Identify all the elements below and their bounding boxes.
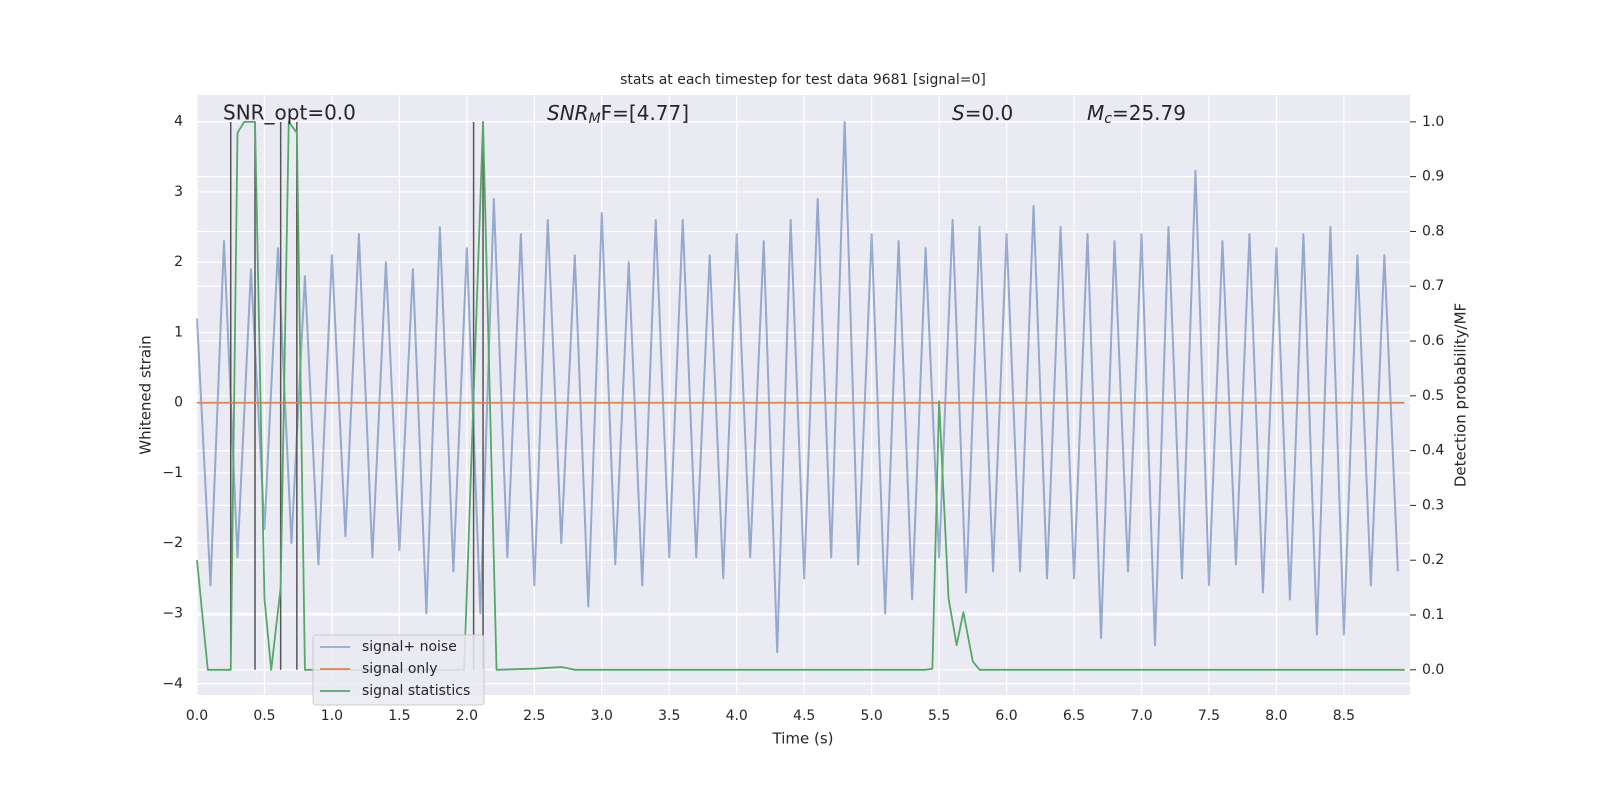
y2-tick-label: 0.3 [1422, 497, 1444, 513]
y2-tick-label: 0.6 [1422, 333, 1444, 349]
x-tick-label: 7.0 [1130, 708, 1152, 724]
annotation: SNR_opt=0.0 [223, 101, 356, 125]
x-tick-label: 5.5 [928, 708, 950, 724]
series-line [196, 120, 1405, 671]
y2-tick-label: 0.2 [1422, 552, 1444, 568]
annotation-rest: =25.79 [1112, 101, 1186, 125]
x-tick-label: 6.5 [1063, 708, 1085, 724]
series-line [196, 120, 1399, 654]
y2-tick-label: 0.5 [1422, 388, 1444, 404]
x-tick-label: 8.0 [1265, 708, 1287, 724]
y-tick-label: 4 [174, 114, 183, 130]
y-tick-label: 0 [174, 395, 183, 411]
y2-axis-label: Detection probability/MF [1452, 303, 1470, 487]
chart-title: stats at each timestep for test data 968… [620, 72, 986, 88]
y-axis-label: Whitened strain [137, 335, 155, 454]
legend-box [312, 634, 485, 706]
x-tick-label: 4.0 [726, 708, 748, 724]
x-tick-label: 3.5 [658, 708, 680, 724]
legend-label: signal+ noise [362, 639, 457, 655]
annotation-base: S [952, 101, 965, 125]
y-tick-label: −1 [162, 465, 183, 481]
x-tick-label: 4.5 [793, 708, 815, 724]
x-tick-label: 7.5 [1198, 708, 1220, 724]
legend-label: signal only [362, 661, 437, 677]
x-tick-label: 2.0 [456, 708, 478, 724]
annotation: SNRMF=[4.77] [547, 101, 689, 128]
y2-tick-label: 0.7 [1422, 278, 1444, 294]
y-tick-label: −3 [162, 606, 183, 622]
x-tick-label: 2.5 [523, 708, 545, 724]
legend-label: signal statistics [362, 683, 470, 699]
y2-tick-label: 1.0 [1422, 114, 1444, 130]
y2-tick-label: 0.0 [1422, 662, 1444, 678]
y-tick-label: 1 [174, 324, 183, 340]
x-tick-label: 0.0 [186, 708, 208, 724]
annotation: S=0.0 [952, 101, 1013, 125]
x-tick-label: 8.5 [1333, 708, 1355, 724]
annotation: Mc=25.79 [1087, 101, 1186, 128]
y-tick-label: 2 [174, 254, 183, 270]
x-tick-label: 3.0 [591, 708, 613, 724]
x-tick-label: 5.0 [861, 708, 883, 724]
x-tick-label: 6.0 [995, 708, 1017, 724]
x-tick-label: 0.5 [253, 708, 275, 724]
y2-tick-label: 0.9 [1422, 169, 1444, 185]
y2-tick-label: 0.4 [1422, 443, 1444, 459]
annotation-sub: c [1104, 111, 1112, 127]
annotation-rest: =0.0 [965, 101, 1014, 125]
x-axis-label: Time (s) [772, 730, 834, 748]
x-tick-label: 1.5 [388, 708, 410, 724]
x-tick-label: 1.0 [321, 708, 343, 724]
y-tick-label: −2 [162, 535, 183, 551]
y-tick-label: 3 [174, 184, 183, 200]
annotation-sub: M [589, 111, 601, 127]
y-tick-label: −4 [162, 676, 183, 692]
annotation-rest: F=[4.77] [601, 101, 689, 125]
annotation-base: SNR [547, 101, 589, 125]
y2-tick-label: 0.8 [1422, 223, 1444, 239]
annotation-base: M [1087, 101, 1104, 125]
y2-tick-label: 0.1 [1422, 607, 1444, 623]
